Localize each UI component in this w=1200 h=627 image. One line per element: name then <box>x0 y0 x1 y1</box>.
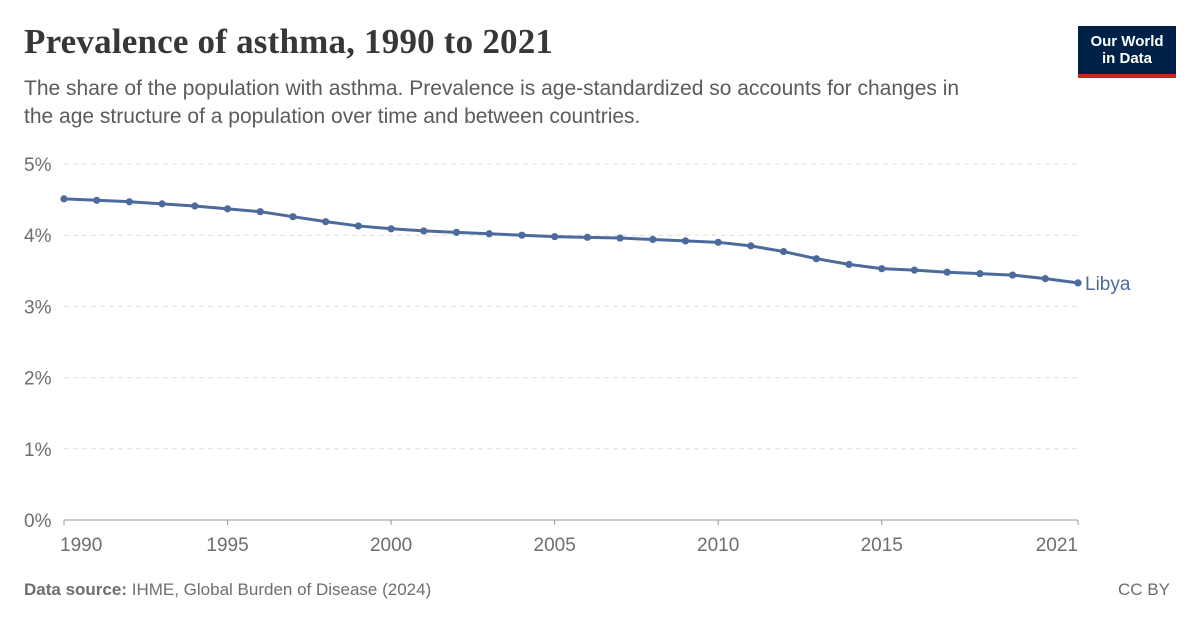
data-point-2016[interactable] <box>910 266 919 274</box>
data-point-2007[interactable] <box>616 234 624 242</box>
data-point-2012[interactable] <box>780 247 788 256</box>
logo-line-1: Our World <box>1090 33 1164 50</box>
license-link[interactable]: CC BY <box>1118 580 1170 599</box>
y-tick-label-5: 5% <box>24 155 52 176</box>
x-tick-label-5: 2015 <box>861 535 903 556</box>
data-point-1995[interactable] <box>223 205 232 213</box>
series-layer: Libya <box>60 195 1131 295</box>
data-point-2019[interactable] <box>1008 271 1017 279</box>
data-point-1991[interactable] <box>93 196 101 204</box>
y-tick-label-1: 1% <box>24 440 52 461</box>
y-tick-label-2: 2% <box>24 369 52 390</box>
data-point-2021[interactable] <box>1074 279 1082 287</box>
data-point-2017[interactable] <box>943 268 951 276</box>
data-point-2020[interactable] <box>1041 275 1049 283</box>
y-axis-labels: 0% 1% 2% 3% 4% 5% <box>24 155 52 532</box>
data-point-2013[interactable] <box>812 255 820 263</box>
data-point-2001[interactable] <box>420 227 428 235</box>
x-axis-labels: 1990 1995 2000 2005 2010 2015 2021 <box>60 520 1079 556</box>
data-source-label: Data source: <box>24 580 127 599</box>
x-tick-label-1: 1995 <box>206 535 248 556</box>
x-tick-label-4: 2010 <box>697 535 739 556</box>
series-line-libya[interactable] <box>62 197 1080 285</box>
data-point-1992[interactable] <box>125 198 134 206</box>
data-point-1994[interactable] <box>191 202 199 210</box>
x-tick-label-6: 2021 <box>1036 535 1078 556</box>
data-point-2003[interactable] <box>485 230 493 238</box>
data-source-link[interactable]: IHME, Global Burden of Disease (2024) <box>131 580 432 599</box>
data-point-2014[interactable] <box>845 260 853 268</box>
data-point-2006[interactable] <box>583 233 591 241</box>
data-point-2008[interactable] <box>649 235 657 244</box>
data-point-2009[interactable] <box>681 237 690 245</box>
chart-subtitle: The share of the population with asthma.… <box>24 77 960 128</box>
x-tick-label-2: 2000 <box>370 535 412 556</box>
y-tick-label-3: 3% <box>24 297 52 318</box>
owid-logo[interactable]: Our World in Data <box>1078 26 1176 78</box>
x-tick-label-3: 2005 <box>534 535 576 556</box>
data-point-2005[interactable] <box>551 233 559 241</box>
grid-lines <box>64 163 1078 450</box>
series-label-libya[interactable]: Libya <box>1085 274 1131 295</box>
data-point-2000[interactable] <box>387 225 395 233</box>
data-point-2015[interactable] <box>878 265 886 273</box>
data-point-2011[interactable] <box>747 242 755 250</box>
data-point-1990[interactable] <box>60 195 68 203</box>
data-source: Data source: IHME, Global Burden of Dise… <box>24 580 431 600</box>
data-point-2018[interactable] <box>976 270 984 278</box>
data-point-1998[interactable] <box>322 218 330 226</box>
chart-title: Prevalence of asthma, 1990 to 2021 <box>24 22 554 61</box>
data-point-1999[interactable] <box>354 222 362 230</box>
data-point-1996[interactable] <box>256 208 264 216</box>
y-tick-label-0: 0% <box>24 511 52 532</box>
data-point-2002[interactable] <box>452 228 461 236</box>
data-point-1993[interactable] <box>158 200 166 208</box>
data-point-2010[interactable] <box>714 238 722 246</box>
data-point-1997[interactable] <box>289 213 297 221</box>
x-tick-label-0: 1990 <box>60 535 102 556</box>
logo-line-2: in Data <box>1101 50 1152 67</box>
data-point-2004[interactable] <box>518 231 526 239</box>
y-tick-label-4: 4% <box>24 226 52 247</box>
